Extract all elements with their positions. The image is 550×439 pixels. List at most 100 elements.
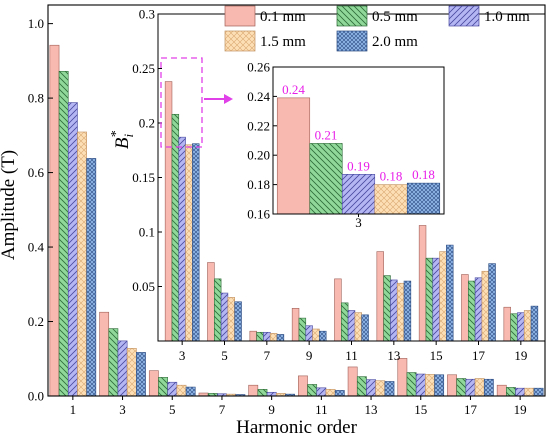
bar-inset-3-1.5mm [185, 144, 193, 342]
bar-inset-9-1.5mm [312, 328, 320, 342]
x-tick-label: 5 [221, 348, 228, 363]
bar-main-15-0.1mm [397, 358, 408, 397]
bar-inset-17-1.0mm [474, 277, 483, 342]
bar-inset-7-0.1mm [249, 330, 257, 342]
legend-swatch-1.5mm [224, 30, 256, 52]
bar-zoom-3-1.5mm [374, 184, 408, 215]
bar-inset-19-0.5mm [510, 313, 518, 342]
bar-inset-3-1.0mm [178, 136, 186, 342]
zoom-arrow-head [224, 94, 233, 104]
bar-zoom-3-2.0mm [406, 182, 441, 215]
inset-y-axis-title: Bi* [109, 131, 136, 149]
bar-inset-15-2.0mm [446, 244, 454, 342]
bar-zoom-3-1.0mm [341, 174, 376, 215]
bar-zoom-3-0.5mm [309, 143, 343, 215]
bar-inset-13-0.1mm [376, 251, 384, 342]
legend-swatch-1.0mm [448, 5, 480, 27]
legend-label-0.5mm: 0.5 mm [372, 9, 418, 25]
bar-main-17-0.1mm [447, 374, 457, 397]
bar-inset-9-0.1mm [291, 307, 300, 342]
x-tick-label: 9 [306, 348, 313, 363]
bar-inset-5-0.5mm [214, 278, 222, 342]
y-tick-label: 0.20 [247, 148, 270, 163]
y-tick-label: 0.15 [132, 170, 155, 185]
bar-zoom-3-0.1mm [276, 97, 311, 215]
legend-label-2.0mm: 2.0 mm [372, 34, 418, 50]
bar-inset-5-2.0mm [234, 301, 242, 342]
y-tick-label: 0.22 [247, 118, 270, 133]
bar-inset-5-1.5mm [227, 297, 235, 342]
x-tick-label: 19 [514, 402, 527, 417]
bar-main-19-1.5mm [524, 387, 535, 397]
bar-inset-19-2.0mm [530, 305, 539, 342]
bar-main-9-0.1mm [248, 384, 259, 397]
bar-main-15-2.0mm [434, 374, 445, 397]
bar-inset-19-0.1mm [503, 306, 511, 342]
bar-main-17-1.5mm [474, 378, 485, 397]
x-tick-label: 7 [264, 348, 271, 363]
bar-main-5-2.0mm [185, 386, 196, 397]
bar-inset-9-1.0mm [305, 325, 313, 342]
bar-main-1-2.0mm [86, 158, 97, 397]
bar-main-11-1.0mm [316, 387, 327, 397]
bar-inset-13-2.0mm [403, 280, 412, 342]
bar-inset-7-2.0mm [276, 334, 285, 342]
y-tick-label: 0.8 [28, 91, 44, 106]
bar-main-1-1.0mm [67, 102, 78, 397]
bar-main-13-1.0mm [366, 379, 376, 397]
bar-main-19-0.5mm [506, 387, 516, 397]
y-tick-label: 1.0 [28, 16, 44, 31]
y-tick-label: 0.0 [28, 389, 44, 404]
x-tick-label: 11 [315, 402, 328, 417]
bar-main-5-0.5mm [158, 377, 168, 397]
bar-inset-15-1.0mm [432, 257, 440, 342]
x-tick-label: 11 [345, 348, 358, 363]
x-tick-label: 7 [219, 402, 226, 417]
bar-main-3-1.0mm [117, 340, 128, 397]
value-label: 0.24 [282, 82, 305, 97]
bar-inset-7-0.5mm [256, 331, 264, 342]
bar-main-3-2.0mm [136, 352, 146, 397]
bar-main-5-1.0mm [167, 381, 178, 397]
bar-main-11-1.5mm [325, 388, 336, 397]
bar-inset-3-0.5mm [171, 113, 180, 342]
y-tick-label: 0.2 [28, 314, 44, 329]
value-label: 0.19 [347, 158, 370, 173]
bar-main-19-0.1mm [496, 384, 507, 397]
y-tick-label: 0.05 [132, 279, 155, 294]
bar-inset-9-0.5mm [298, 317, 307, 342]
y-tick-label: 0.1 [139, 225, 155, 240]
bar-inset-11-2.0mm [361, 314, 369, 342]
x-tick-label: 17 [464, 402, 478, 417]
bar-inset-15-0.1mm [418, 225, 427, 342]
legend-label-1.0mm: 1.0 mm [484, 9, 530, 25]
bar-main-13-2.0mm [384, 381, 395, 397]
main-chart: 1 3 5 7 9 11 13 15 17 190.00.20.40.60.81.0Harmoni… [0, 4, 546, 438]
bar-inset-3-0.1mm [164, 81, 173, 342]
value-label: 0.18 [380, 169, 403, 184]
x-tick-label: 9 [268, 402, 275, 417]
bar-main-11-2.0mm [334, 390, 345, 397]
x-tick-label: 3 [355, 215, 362, 230]
zoom-chart: 0.24 0.21 0.19 0.18 0.18 0.16 0.18 0.20 0.22 0.24… [247, 60, 445, 230]
x-tick-label: 3 [179, 348, 186, 363]
bar-inset-3-2.0mm [192, 143, 200, 342]
bar-inset-19-1.0mm [517, 312, 525, 342]
y-axis-title: Amplitude (T) [0, 150, 19, 260]
x-tick-label: 17 [472, 348, 486, 363]
x-axis-title: Harmonic order [236, 417, 357, 438]
y-tick-label: 0.26 [247, 60, 270, 75]
legend-label-1.5mm: 1.5 mm [260, 34, 306, 50]
bar-inset-17-0.5mm [467, 280, 476, 342]
bar-main-3-0.5mm [108, 328, 119, 397]
x-tick-label: 15 [430, 348, 443, 363]
bar-main-5-0.1mm [148, 370, 159, 397]
bar-inset-11-1.0mm [347, 310, 356, 342]
bar-inset-11-0.1mm [334, 278, 342, 342]
y-tick-label: 0.18 [247, 177, 270, 192]
bar-inset-9-2.0mm [319, 330, 327, 342]
bar-inset-11-0.5mm [340, 302, 349, 342]
bar-inset-5-0.1mm [207, 262, 215, 342]
bar-main-15-1.0mm [415, 373, 426, 397]
